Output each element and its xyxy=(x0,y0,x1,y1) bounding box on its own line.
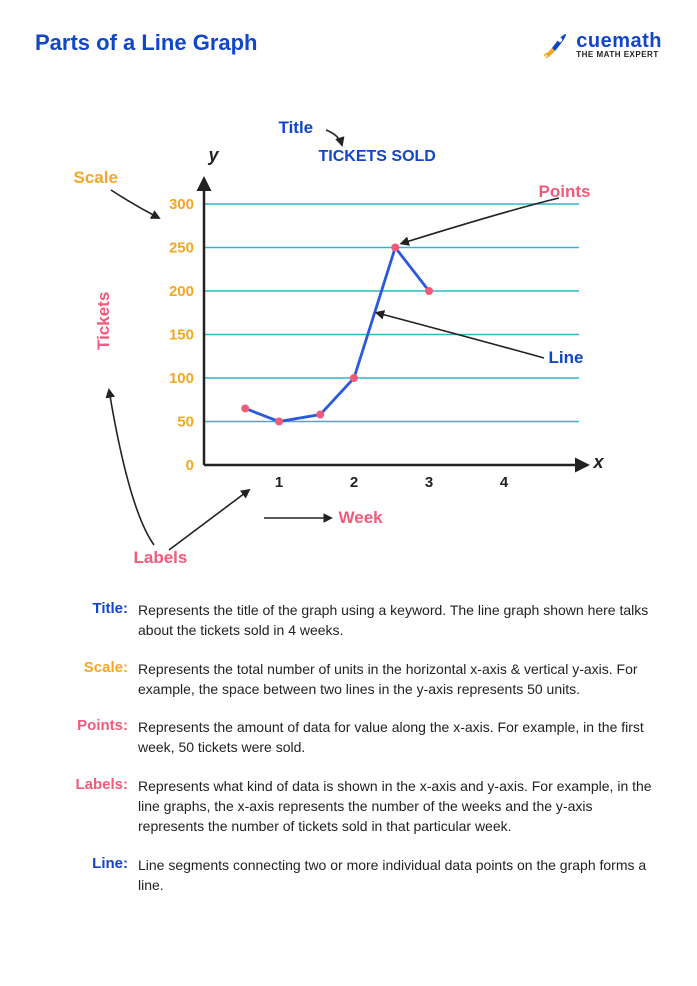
definition-body: Represents the title of the graph using … xyxy=(138,600,652,641)
definitions-list: Title:Represents the title of the graph … xyxy=(35,600,662,895)
definition-row: Title:Represents the title of the graph … xyxy=(60,600,652,641)
svg-text:200: 200 xyxy=(168,283,193,300)
definition-row: Scale:Represents the total number of uni… xyxy=(60,659,652,700)
svg-text:0: 0 xyxy=(185,457,193,474)
definition-row: Line:Line segments connecting two or mor… xyxy=(60,855,652,896)
svg-text:3: 3 xyxy=(424,474,432,491)
page-title: Parts of a Line Graph xyxy=(35,30,258,56)
svg-text:150: 150 xyxy=(168,327,193,344)
chart-stage: Title TICKETS SOLD Scale Points Line Lab… xyxy=(39,90,659,580)
definition-term: Line: xyxy=(60,855,128,896)
brand-tagline: THE MATH EXPERT xyxy=(576,51,662,59)
svg-text:2: 2 xyxy=(349,474,357,491)
svg-text:50: 50 xyxy=(177,414,194,431)
line-chart: 0 50 100 150 200 250 300 1 2 3 4 xyxy=(39,90,659,580)
definition-body: Line segments connecting two or more ind… xyxy=(138,855,652,896)
rocket-icon xyxy=(540,30,570,60)
definition-row: Points:Represents the amount of data for… xyxy=(60,717,652,758)
definition-term: Scale: xyxy=(60,659,128,700)
definition-body: Represents the total number of units in … xyxy=(138,659,652,700)
definition-term: Labels: xyxy=(60,776,128,837)
definition-body: Represents the amount of data for value … xyxy=(138,717,652,758)
svg-text:300: 300 xyxy=(168,196,193,213)
svg-text:4: 4 xyxy=(499,474,508,491)
brand-logo: cuemath THE MATH EXPERT xyxy=(540,30,662,60)
definition-term: Points: xyxy=(60,717,128,758)
svg-text:100: 100 xyxy=(168,370,193,387)
svg-text:1: 1 xyxy=(274,474,282,491)
definition-row: Labels:Represents what kind of data is s… xyxy=(60,776,652,837)
brand-name: cuemath xyxy=(576,31,662,51)
svg-text:250: 250 xyxy=(168,240,193,257)
definition-body: Represents what kind of data is shown in… xyxy=(138,776,652,837)
definition-term: Title: xyxy=(60,600,128,641)
